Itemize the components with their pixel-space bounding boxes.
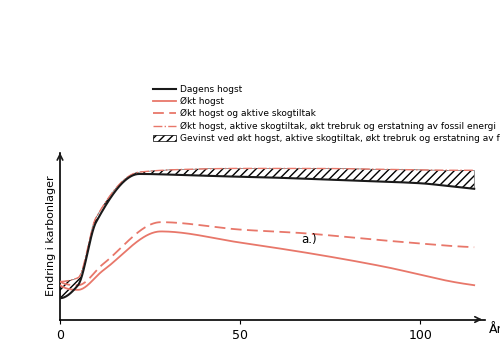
Text: a.): a.) xyxy=(302,233,317,246)
Text: År: År xyxy=(488,323,500,336)
Y-axis label: Endring i karbonlager: Endring i karbonlager xyxy=(46,176,56,296)
Legend: Dagens hogst, Økt hogst, Økt hogst og aktive skogtiltak, Økt hogst, aktive skogt: Dagens hogst, Økt hogst, Økt hogst og ak… xyxy=(150,81,500,147)
